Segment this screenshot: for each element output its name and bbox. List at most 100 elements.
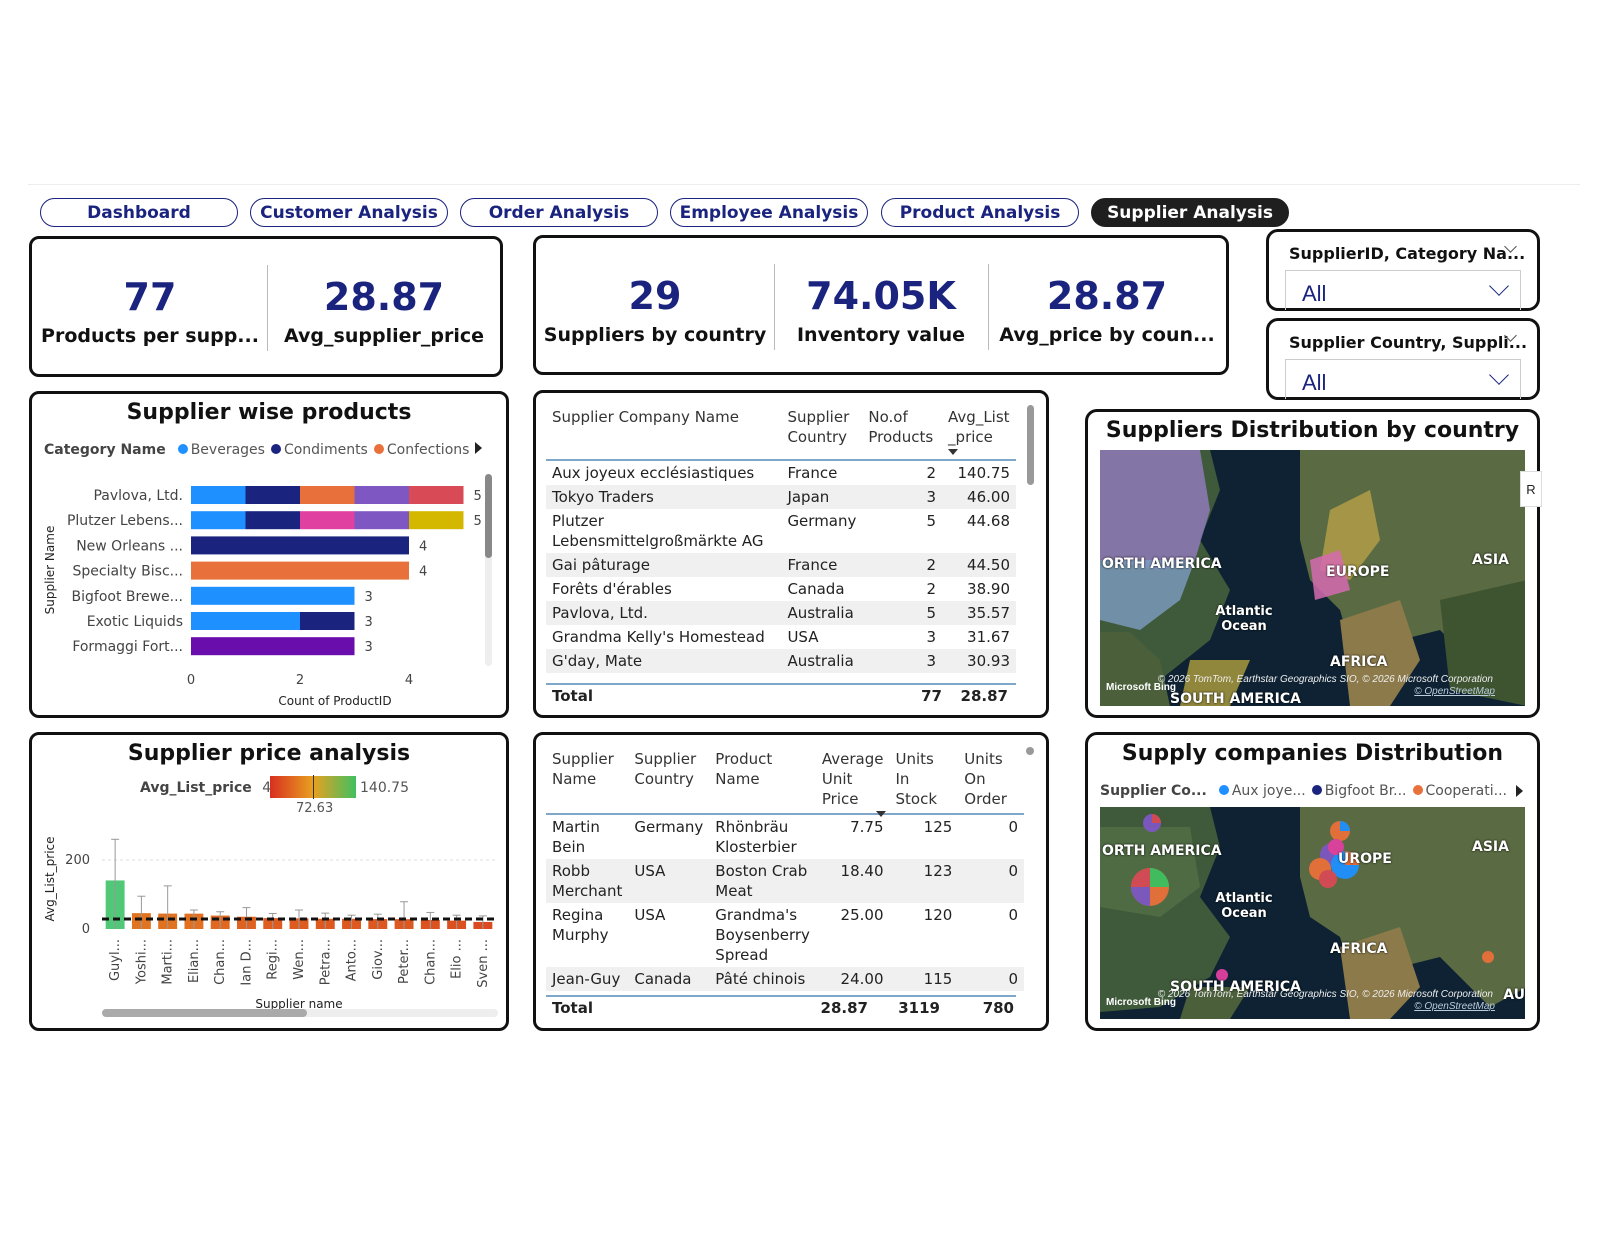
legend-next-arrow-icon[interactable] — [1516, 785, 1523, 797]
y-tick-label: Bigfoot Brewe... — [72, 589, 183, 605]
column-header[interactable]: Supplier Name — [546, 745, 629, 815]
bar-segment[interactable] — [191, 637, 355, 656]
supply-companies-map[interactable]: ORTH AMERICA UROPE ASIA Atlantic Ocean A… — [1100, 807, 1525, 1019]
table-row[interactable]: Gai pâturage France 2 44.50 — [546, 553, 1016, 577]
nav-tab-product-analysis[interactable]: Product Analysis — [881, 198, 1079, 227]
x-tick-label: Elian... — [187, 939, 202, 983]
chevron-down-icon[interactable] — [1489, 276, 1509, 296]
bar-segment[interactable] — [300, 486, 355, 504]
bar-segment[interactable] — [191, 486, 246, 504]
table-cell: 3 — [862, 649, 943, 673]
horizontal-scrollbar-thumb[interactable] — [102, 1009, 307, 1017]
bar-segment[interactable] — [191, 536, 409, 555]
legend-item[interactable]: Confections — [386, 442, 470, 458]
chevron-down-icon[interactable] — [1489, 365, 1509, 385]
map-legend: Supplier Co... Aux joye... Bigfoot Br... Co… — [1100, 783, 1507, 799]
legend-dot — [1218, 785, 1229, 795]
gradient-legend-title: Avg_List_price — [140, 780, 252, 796]
legend-item[interactable]: Aux joye... — [1231, 783, 1306, 799]
scrollbar-track[interactable] — [485, 474, 492, 666]
bar-segment[interactable] — [300, 511, 355, 530]
table-cell: Australia — [781, 649, 863, 673]
bar-segment[interactable] — [409, 511, 464, 530]
nav-tab-customer-analysis[interactable]: Customer Analysis — [250, 198, 448, 227]
table-cell: France — [781, 553, 863, 577]
bar-segment[interactable] — [245, 511, 301, 530]
table-row[interactable]: Robb Merchant USA Boston Crab Meat 18.40 123… — [546, 859, 1024, 903]
inventory-value-label: Inventory value — [796, 324, 966, 346]
column-header[interactable]: No.of Products — [862, 403, 943, 461]
slicer-dropdown[interactable]: All — [1285, 359, 1521, 399]
table-row[interactable]: G'day, Mate Australia 3 30.93 — [546, 649, 1016, 673]
table-row[interactable]: Regina Murphy USA Grandma's Boysenberry Sp… — [546, 903, 1024, 967]
bar-segment[interactable] — [191, 612, 300, 630]
legend-item[interactable]: Beverages — [190, 442, 265, 458]
bar-segment[interactable] — [245, 486, 301, 504]
sort-desc-icon[interactable] — [948, 449, 959, 455]
bar-segment[interactable] — [191, 586, 355, 605]
table-cell: Plutzer Lebensmittelgroßmärkte AG — [552, 512, 764, 550]
product-table-viewport[interactable]: Supplier Name Supplier Country Product Nam… — [546, 745, 1024, 997]
nav-tab-order-analysis[interactable]: Order Analysis — [460, 198, 658, 227]
side-panel-tab[interactable]: R — [1520, 471, 1542, 507]
table-row[interactable]: Jean-Guy Canada Pâté chinois 24.00 115 0 — [546, 967, 1024, 991]
column-header[interactable]: Average Unit Price — [815, 745, 890, 815]
table-row[interactable]: Aux joyeux ecclésiastiques France 2 140.75 — [546, 460, 1016, 485]
bar-segment[interactable] — [409, 486, 464, 504]
legend-item[interactable]: Cooperati... — [1425, 783, 1507, 799]
scrollbar-thumb[interactable] — [1026, 747, 1034, 755]
map-label-africa: AFRICA — [1330, 654, 1388, 670]
legend-title: Supplier Co... — [1100, 783, 1207, 799]
column-header[interactable]: Units In Stock — [889, 745, 959, 815]
map-label-south-america: SOUTH AMERICA — [1170, 691, 1301, 706]
products-per-supplier-label: Products per supp... — [41, 325, 259, 347]
bar-segment[interactable] — [191, 561, 409, 580]
table-row[interactable]: Tokyo Traders Japan 3 46.00 — [546, 485, 1016, 509]
nav-tab-dashboard[interactable]: Dashboard — [40, 198, 238, 227]
table-row[interactable]: Pavlova, Ltd. Australia 5 35.57 — [546, 601, 1016, 625]
slicer-supplier-category[interactable]: SupplierID, Category Na... All — [1266, 229, 1540, 311]
avg-price-by-country-value: 28.87 — [1046, 274, 1168, 318]
table-row[interactable]: Martin Bein Germany Rhönbräu Klosterbier 7.… — [546, 814, 1024, 859]
horizontal-scrollbar-track[interactable] — [102, 1009, 498, 1017]
table-cell: Tokyo Traders — [546, 485, 782, 509]
x-tick-label: Giov... — [371, 939, 386, 980]
column-header[interactable]: Units On Order — [958, 745, 1024, 815]
bar-segment[interactable] — [300, 612, 355, 630]
column-header[interactable]: Product Name — [709, 745, 816, 815]
map-label-europe: UROPE — [1338, 851, 1392, 867]
legend-item[interactable]: Bigfoot Br... — [1324, 783, 1407, 799]
bar-segment[interactable] — [354, 511, 410, 530]
osm-link[interactable]: © OpenStreetMap — [1414, 686, 1495, 697]
osm-link[interactable]: © OpenStreetMap — [1414, 1001, 1495, 1012]
table-row[interactable]: Grandma Kelly's Homestead USA 3 31.67 — [546, 625, 1016, 649]
table-cell: Grandma's Boysenberry Spread — [715, 906, 810, 964]
table-cell: Forêts d'érables — [552, 580, 672, 598]
table-row[interactable]: Forêts d'érables Canada 2 38.90 — [546, 577, 1016, 601]
sort-desc-icon[interactable] — [876, 811, 886, 817]
kpi-divider — [267, 265, 268, 351]
data-label: 5 — [474, 514, 482, 529]
x-tick-label: Yoshi... — [134, 939, 149, 985]
scrollbar-thumb[interactable] — [1027, 405, 1034, 485]
column-header[interactable]: Supplier Country — [628, 745, 710, 815]
slicer-supplier-country[interactable]: Supplier Country, Suppli... All — [1266, 318, 1540, 400]
column-header[interactable]: Supplier Company Name — [546, 403, 782, 461]
slicer-dropdown[interactable]: All — [1285, 270, 1521, 310]
y-tick-label: Formaggi Fort... — [72, 639, 183, 655]
table-row[interactable]: Plutzer Lebensmittelgroßmärkte AG Germany… — [546, 509, 1016, 553]
scrollbar-thumb[interactable] — [485, 474, 492, 558]
nav-tab-supplier-analysis[interactable]: Supplier Analysis — [1091, 198, 1289, 227]
column-header[interactable]: Supplier Country — [781, 403, 863, 461]
legend-item[interactable]: Condiments — [283, 442, 368, 458]
legend-next-arrow-icon[interactable] — [475, 442, 482, 454]
suppliers-by-country-value: 29 — [628, 274, 682, 318]
bar-segment[interactable] — [354, 486, 410, 504]
table-cell: 35.57 — [942, 601, 1016, 625]
column-header[interactable]: Avg_List _price — [942, 403, 1016, 461]
x-axis-title: Supplier name — [255, 997, 342, 1011]
bar-segment[interactable] — [191, 511, 246, 530]
nav-tab-employee-analysis[interactable]: Employee Analysis — [670, 198, 868, 227]
total-label: Total — [552, 999, 593, 1017]
suppliers-map[interactable]: ORTH AMERICA EUROPE ASIA Atlantic Ocean … — [1100, 450, 1525, 706]
